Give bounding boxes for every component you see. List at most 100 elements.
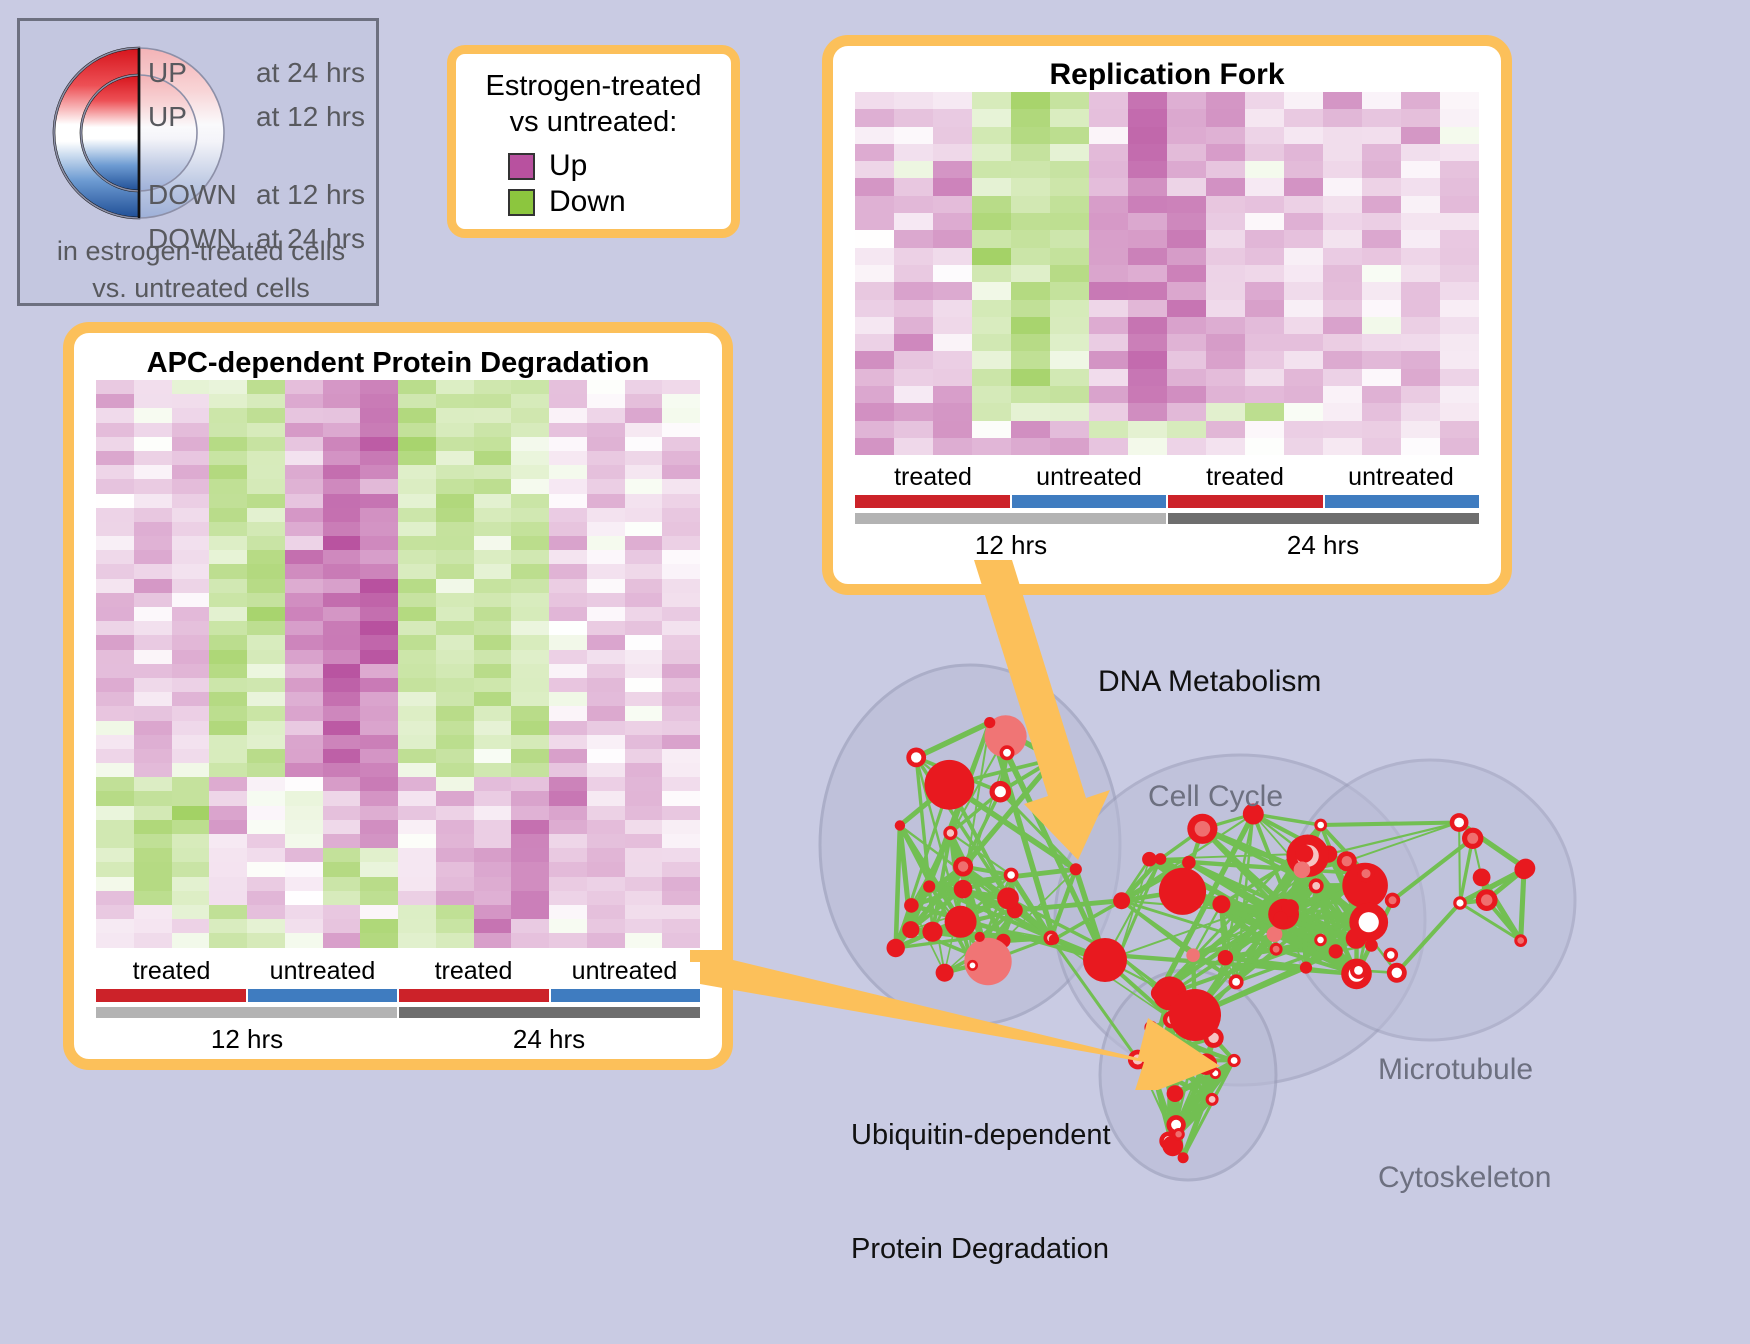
legend-item-up: Up (508, 148, 731, 184)
network-node (997, 887, 1019, 909)
group-label-1: untreated (1011, 463, 1167, 492)
apc-degradation-title: APC-dependent Protein Degradation (74, 333, 722, 380)
apc-panel-connector-stub (30, 930, 730, 990)
key-time-down-12: at 12 hrs (256, 173, 365, 217)
network-node (1473, 869, 1491, 887)
apc-treatment-bar (96, 989, 700, 1002)
time-label-0: 12 hrs (96, 1024, 398, 1055)
microtubule-line2: Cytoskeleton (1378, 1160, 1551, 1196)
treatment-bar-seg-0 (96, 989, 248, 1002)
key-caption-line2: vs. untreated cells (20, 270, 382, 307)
network-node-core (1456, 899, 1463, 906)
key-row-list: UP at 24 hrs UP at 12 hrs DOWN at 12 hrs… (148, 51, 388, 261)
network-node-core (958, 861, 968, 871)
network-node (1182, 856, 1196, 870)
network-node-core (1175, 1131, 1181, 1137)
network-node-core (1392, 968, 1402, 978)
key-row-down-12: DOWN at 12 hrs (148, 173, 388, 217)
network-node (1300, 962, 1312, 974)
time-bar-seg-1 (1168, 513, 1479, 524)
network-node-core (1354, 966, 1363, 975)
legend-item-list: Up Down (456, 148, 731, 220)
network-node-core (1467, 833, 1478, 844)
time-label-0: 12 hrs (855, 530, 1167, 561)
network-node-core (1273, 946, 1280, 953)
network-node (923, 880, 935, 892)
key-time-up-24: at 24 hrs (256, 51, 365, 95)
network-node-core (1387, 951, 1395, 959)
network-node-core (911, 752, 921, 762)
network-node-core (947, 829, 954, 836)
network-node-core (1195, 821, 1211, 837)
key-time-up-12: at 12 hrs (256, 95, 365, 139)
network-node-core (1362, 869, 1371, 878)
legend-label-up: Up (549, 149, 587, 183)
network-node (954, 880, 973, 899)
arrow-replication-to-dna-metabolism (960, 560, 1160, 860)
time-bar-seg-0 (96, 1007, 399, 1018)
network-node (1212, 895, 1230, 913)
treatment-bar-seg-0 (855, 495, 1012, 508)
group-label-3: untreated (1323, 463, 1479, 492)
legend-title: Estrogen-treated vs untreated: (456, 54, 731, 140)
key-label-down-12: DOWN (148, 173, 256, 217)
replication-fork-title: Replication Fork (833, 46, 1501, 92)
up-color-swatch (508, 153, 535, 180)
replication-fork-heatmap (855, 92, 1479, 455)
key-caption-line1: in estrogen-treated cells (20, 233, 382, 270)
network-node-core (1517, 937, 1524, 944)
treatment-bar-seg-1 (1012, 495, 1169, 508)
updown-legend-panel: Estrogen-treated vs untreated: Up Down (447, 45, 740, 238)
key-label-up-12: UP (148, 95, 256, 139)
treatment-bar-seg-2 (399, 989, 551, 1002)
treatment-bar-seg-3 (1325, 495, 1480, 508)
key-label-up-24: UP (148, 51, 256, 95)
legend-title-line1: Estrogen-treated (456, 68, 731, 104)
legend-title-line2: vs untreated: (456, 104, 731, 140)
group-label-0: treated (855, 463, 1011, 492)
ubiquitin-line2: Protein Degradation (851, 1230, 1111, 1268)
network-node-core (1317, 822, 1324, 829)
network-node (1295, 845, 1313, 863)
time-label-1: 24 hrs (398, 1024, 700, 1055)
apc-degradation-heatmap (96, 380, 700, 948)
key-caption: in estrogen-treated cells vs. untreated … (20, 233, 382, 307)
network-node (1516, 859, 1535, 878)
network-node-core (1359, 912, 1379, 932)
network-node (1274, 912, 1288, 926)
apc-time-bar (96, 1007, 700, 1018)
network-node (1070, 863, 1082, 875)
time-bar-seg-0 (855, 513, 1168, 524)
network-node-core (1454, 818, 1464, 828)
time-bar-seg-1 (399, 1007, 700, 1018)
group-label-2: treated (1167, 463, 1323, 492)
network-node (895, 820, 905, 830)
expression-direction-key: UP at 24 hrs UP at 12 hrs DOWN at 12 hrs… (17, 18, 379, 306)
legend-label-down: Down (549, 185, 626, 219)
network-node (1329, 944, 1343, 958)
replication-time-bar (855, 513, 1479, 524)
network-node (1113, 892, 1130, 909)
treatment-bar-seg-3 (551, 989, 701, 1002)
network-node-core (1312, 882, 1320, 890)
replication-treatment-bar (855, 495, 1479, 508)
key-spacer (148, 139, 388, 173)
treatment-bar-seg-2 (1168, 495, 1325, 508)
time-label-1: 24 hrs (1167, 530, 1479, 561)
key-row-up-12: UP at 12 hrs (148, 95, 388, 139)
network-node-core (1342, 856, 1352, 866)
microtubule-line1: Microtubule (1378, 1052, 1551, 1088)
network-node-core (1481, 894, 1492, 905)
network-node-core (1007, 871, 1015, 879)
key-row-up-24: UP at 24 hrs (148, 51, 388, 95)
figure-root: UP at 24 hrs UP at 12 hrs DOWN at 12 hrs… (0, 0, 1750, 1279)
down-color-swatch (508, 189, 535, 216)
network-node (1294, 862, 1311, 879)
network-node-core (1317, 937, 1324, 944)
ubiquitin-line1: Ubiquitin-dependent (851, 1116, 1111, 1154)
cluster-label-microtubule-cytoskeleton: Microtubule Cytoskeleton (1378, 980, 1551, 1268)
network-node-core (1389, 896, 1397, 904)
